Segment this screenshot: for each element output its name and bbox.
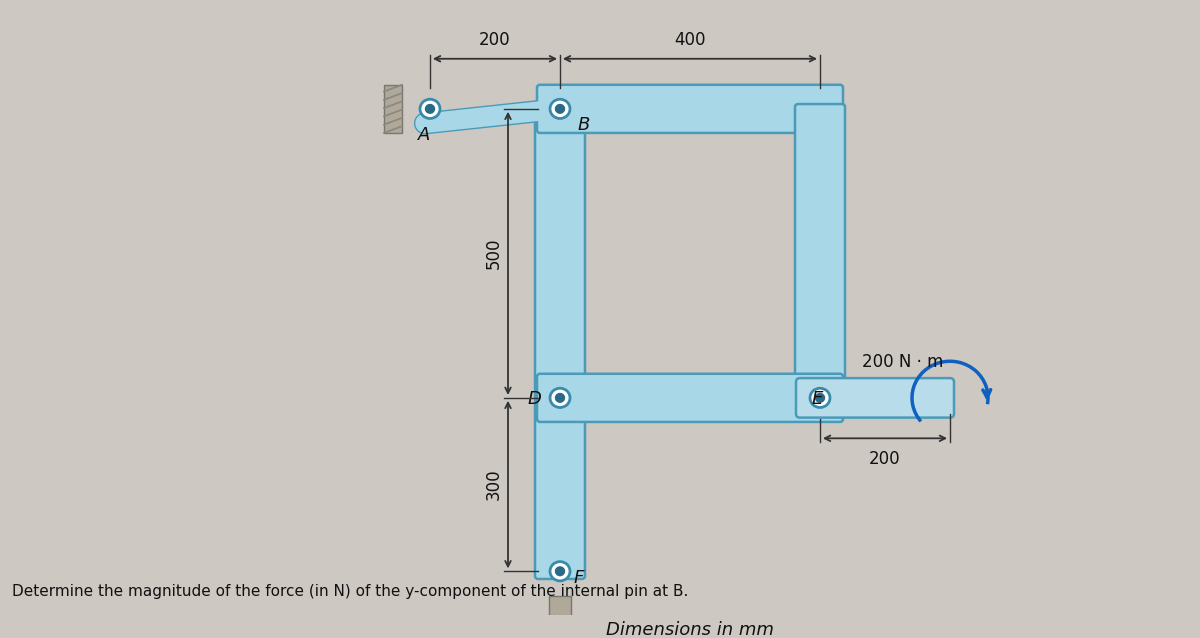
Circle shape — [556, 394, 564, 402]
Text: 400: 400 — [674, 31, 706, 49]
Circle shape — [556, 105, 564, 113]
Circle shape — [426, 105, 434, 113]
Circle shape — [556, 567, 564, 575]
Text: 200: 200 — [869, 450, 901, 468]
Text: Determine the magnitude of the force (in N) of the y-component of the internal p: Determine the magnitude of the force (in… — [12, 584, 689, 599]
Text: 200 N · m: 200 N · m — [862, 353, 943, 371]
Text: A: A — [418, 126, 430, 144]
Text: B: B — [578, 116, 590, 134]
FancyBboxPatch shape — [536, 85, 842, 133]
Bar — [384, 85, 402, 133]
FancyBboxPatch shape — [536, 374, 842, 422]
Text: E: E — [812, 390, 823, 408]
Text: F: F — [574, 569, 584, 587]
Circle shape — [816, 394, 824, 402]
Text: 500: 500 — [485, 237, 503, 269]
Bar — [548, 597, 571, 616]
Text: 200: 200 — [479, 31, 511, 49]
FancyBboxPatch shape — [535, 101, 586, 579]
Circle shape — [550, 389, 570, 408]
Circle shape — [550, 561, 570, 581]
FancyBboxPatch shape — [796, 378, 954, 418]
Text: D: D — [528, 390, 542, 408]
Circle shape — [420, 100, 440, 119]
Circle shape — [810, 389, 830, 408]
FancyBboxPatch shape — [794, 104, 845, 403]
Text: 300: 300 — [485, 469, 503, 500]
Text: Dimensions in mm: Dimensions in mm — [606, 621, 774, 638]
Circle shape — [550, 100, 570, 119]
